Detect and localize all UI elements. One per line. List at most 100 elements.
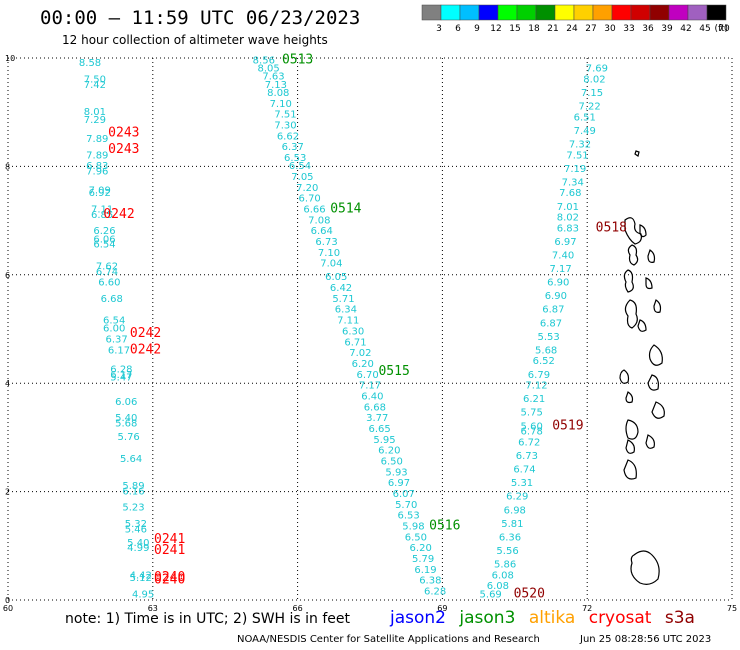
wave-height-value: 5.46 bbox=[125, 524, 147, 535]
wave-height-value: 6.68 bbox=[364, 402, 386, 413]
wave-height-value: 6.36 bbox=[499, 532, 521, 543]
wave-height-value: 6.90 bbox=[547, 278, 569, 289]
atoll-outline bbox=[653, 299, 662, 313]
pass-time-label: 0514 bbox=[330, 201, 361, 216]
atoll-outline bbox=[623, 459, 637, 480]
wave-height-value: 5.75 bbox=[521, 408, 543, 419]
wave-height-value: 6.54 bbox=[289, 161, 311, 172]
colorbar-swatch bbox=[592, 4, 613, 21]
wave-height-value: 7.30 bbox=[274, 120, 296, 131]
colorbar-label: 33 bbox=[623, 24, 634, 34]
colorbar-swatch bbox=[649, 4, 670, 21]
wave-height-value: 5.56 bbox=[496, 546, 518, 557]
wave-height-value: 7.10 bbox=[318, 248, 340, 259]
x-tick-label: 72 bbox=[582, 604, 592, 613]
wave-height-value: 5.86 bbox=[494, 559, 516, 570]
wave-height-value: 7.63 bbox=[262, 72, 284, 83]
wave-height-value: 6.08 bbox=[492, 570, 514, 581]
wave-height-value: 6.85 bbox=[91, 210, 113, 221]
wave-height-value: 7.96 bbox=[86, 167, 108, 178]
pass-time-label: 0516 bbox=[429, 519, 460, 534]
wave-height-value: 6.29 bbox=[506, 492, 528, 503]
wave-height-value: 6.79 bbox=[528, 370, 550, 381]
wave-height-value: 7.10 bbox=[270, 99, 292, 110]
wave-height-value: 7.89 bbox=[86, 134, 108, 145]
atoll-outline bbox=[630, 550, 660, 585]
wave-height-value: 7.08 bbox=[308, 215, 330, 226]
wave-height-value: 6.70 bbox=[356, 370, 378, 381]
wave-height-value: 7.29 bbox=[84, 115, 106, 126]
wave-height-value: 5.70 bbox=[395, 500, 417, 511]
wave-height-value: 6.70 bbox=[299, 194, 321, 205]
wave-height-value: 6.06 bbox=[93, 234, 115, 245]
track-3: 7.698.027.157.226.517.497.327.517.197.34… bbox=[480, 64, 627, 602]
credit-line: NOAA/NESDIS Center for Satellite Applica… bbox=[237, 634, 540, 645]
colorbar-swatch bbox=[535, 4, 556, 21]
wave-height-value: 7.51 bbox=[274, 110, 296, 121]
colorbar-label: 24 bbox=[566, 24, 578, 34]
pass-time-label: 0240 bbox=[154, 573, 185, 588]
pass-time-label: 0242 bbox=[130, 326, 161, 341]
wave-height-value: 6.54 bbox=[103, 316, 125, 327]
wave-height-value: 6.21 bbox=[523, 394, 545, 405]
wave-height-value: 6.66 bbox=[303, 204, 325, 215]
generated-timestamp: Jun 25 08:28:56 UTC 2023 bbox=[580, 634, 712, 645]
wave-height-value: 6.42 bbox=[330, 283, 352, 294]
wave-height-value: 7.34 bbox=[562, 177, 584, 188]
x-tick-label: 75 bbox=[727, 604, 737, 613]
wave-height-value: 5.71 bbox=[332, 294, 354, 305]
page-subtitle: 12 hour collection of altimeter wave hei… bbox=[62, 33, 328, 47]
wave-height-value: 5.32 bbox=[125, 519, 147, 530]
colorbar-label: 9 bbox=[474, 24, 480, 34]
wave-height-value: 6.74 bbox=[513, 465, 535, 476]
wave-height-value: 6.65 bbox=[369, 424, 391, 435]
satellite-legend: jason2 jason3 altika cryosat s3a bbox=[390, 608, 703, 628]
colorbar-swatch bbox=[687, 4, 708, 21]
wave-height-value: 7.05 bbox=[291, 172, 313, 183]
wave-height-value: 5.53 bbox=[537, 332, 559, 343]
wave-height-value: 6.73 bbox=[315, 237, 337, 248]
colorbar-swatch bbox=[554, 4, 575, 21]
colorbar-swatch bbox=[611, 4, 632, 21]
pass-time-label: 0513 bbox=[282, 52, 313, 67]
atoll-outline bbox=[647, 249, 656, 263]
pass-time-label: 0241 bbox=[154, 532, 185, 547]
track-2: 8.568.057.637.138.087.107.517.306.626.37… bbox=[253, 52, 461, 597]
wave-height-value: 6.92 bbox=[89, 188, 111, 199]
wave-height-value: 5.40 bbox=[127, 538, 149, 549]
wave-height-value: 7.17 bbox=[550, 264, 572, 275]
map-frame bbox=[7, 57, 733, 601]
wave-height-value: 6.60 bbox=[98, 278, 120, 289]
wave-height-value: 6.83 bbox=[86, 161, 108, 172]
wave-height-value: 5.79 bbox=[412, 554, 434, 565]
page-title: 00:00 – 11:59 UTC 06/23/2023 bbox=[40, 7, 361, 29]
wave-height-value: 6.40 bbox=[361, 391, 383, 402]
wave-height-value: 6.05 bbox=[325, 272, 347, 283]
wave-height-value: 6.78 bbox=[521, 427, 543, 438]
colorbar-label: 6 bbox=[455, 24, 461, 34]
wave-height-value: 5.64 bbox=[120, 454, 142, 465]
wave-height-value: 7.42 bbox=[84, 80, 106, 91]
atoll-outline bbox=[619, 369, 630, 384]
wave-height-value: 6.16 bbox=[122, 486, 144, 497]
pass-time-label: 0242 bbox=[103, 207, 134, 222]
atoll-outline bbox=[625, 439, 635, 454]
colorbar-label: 45 bbox=[699, 24, 710, 34]
wave-height-value: 7.09 bbox=[89, 186, 111, 197]
wave-height-value: 6.20 bbox=[410, 543, 432, 554]
y-tick-label: 8 bbox=[5, 162, 10, 171]
wave-height-value: 6.98 bbox=[504, 505, 526, 516]
wave-height-value: 6.17 bbox=[110, 370, 132, 381]
wave-height-value: 6.17 bbox=[108, 345, 130, 356]
wave-height-value: 7.22 bbox=[578, 101, 600, 112]
wave-height-value: 5.12 bbox=[130, 573, 152, 584]
colorbar-swatch bbox=[478, 4, 499, 21]
wave-height-value: 6.08 bbox=[487, 581, 509, 592]
wave-height-value: 6.53 bbox=[284, 153, 306, 164]
pass-time-label: 0242 bbox=[130, 342, 161, 357]
pass-time-label: 0241 bbox=[154, 543, 185, 558]
wave-height-value: 7.04 bbox=[320, 259, 342, 270]
wave-height-value: 6.19 bbox=[414, 565, 436, 576]
wave-height-value: 5.68 bbox=[535, 345, 557, 356]
